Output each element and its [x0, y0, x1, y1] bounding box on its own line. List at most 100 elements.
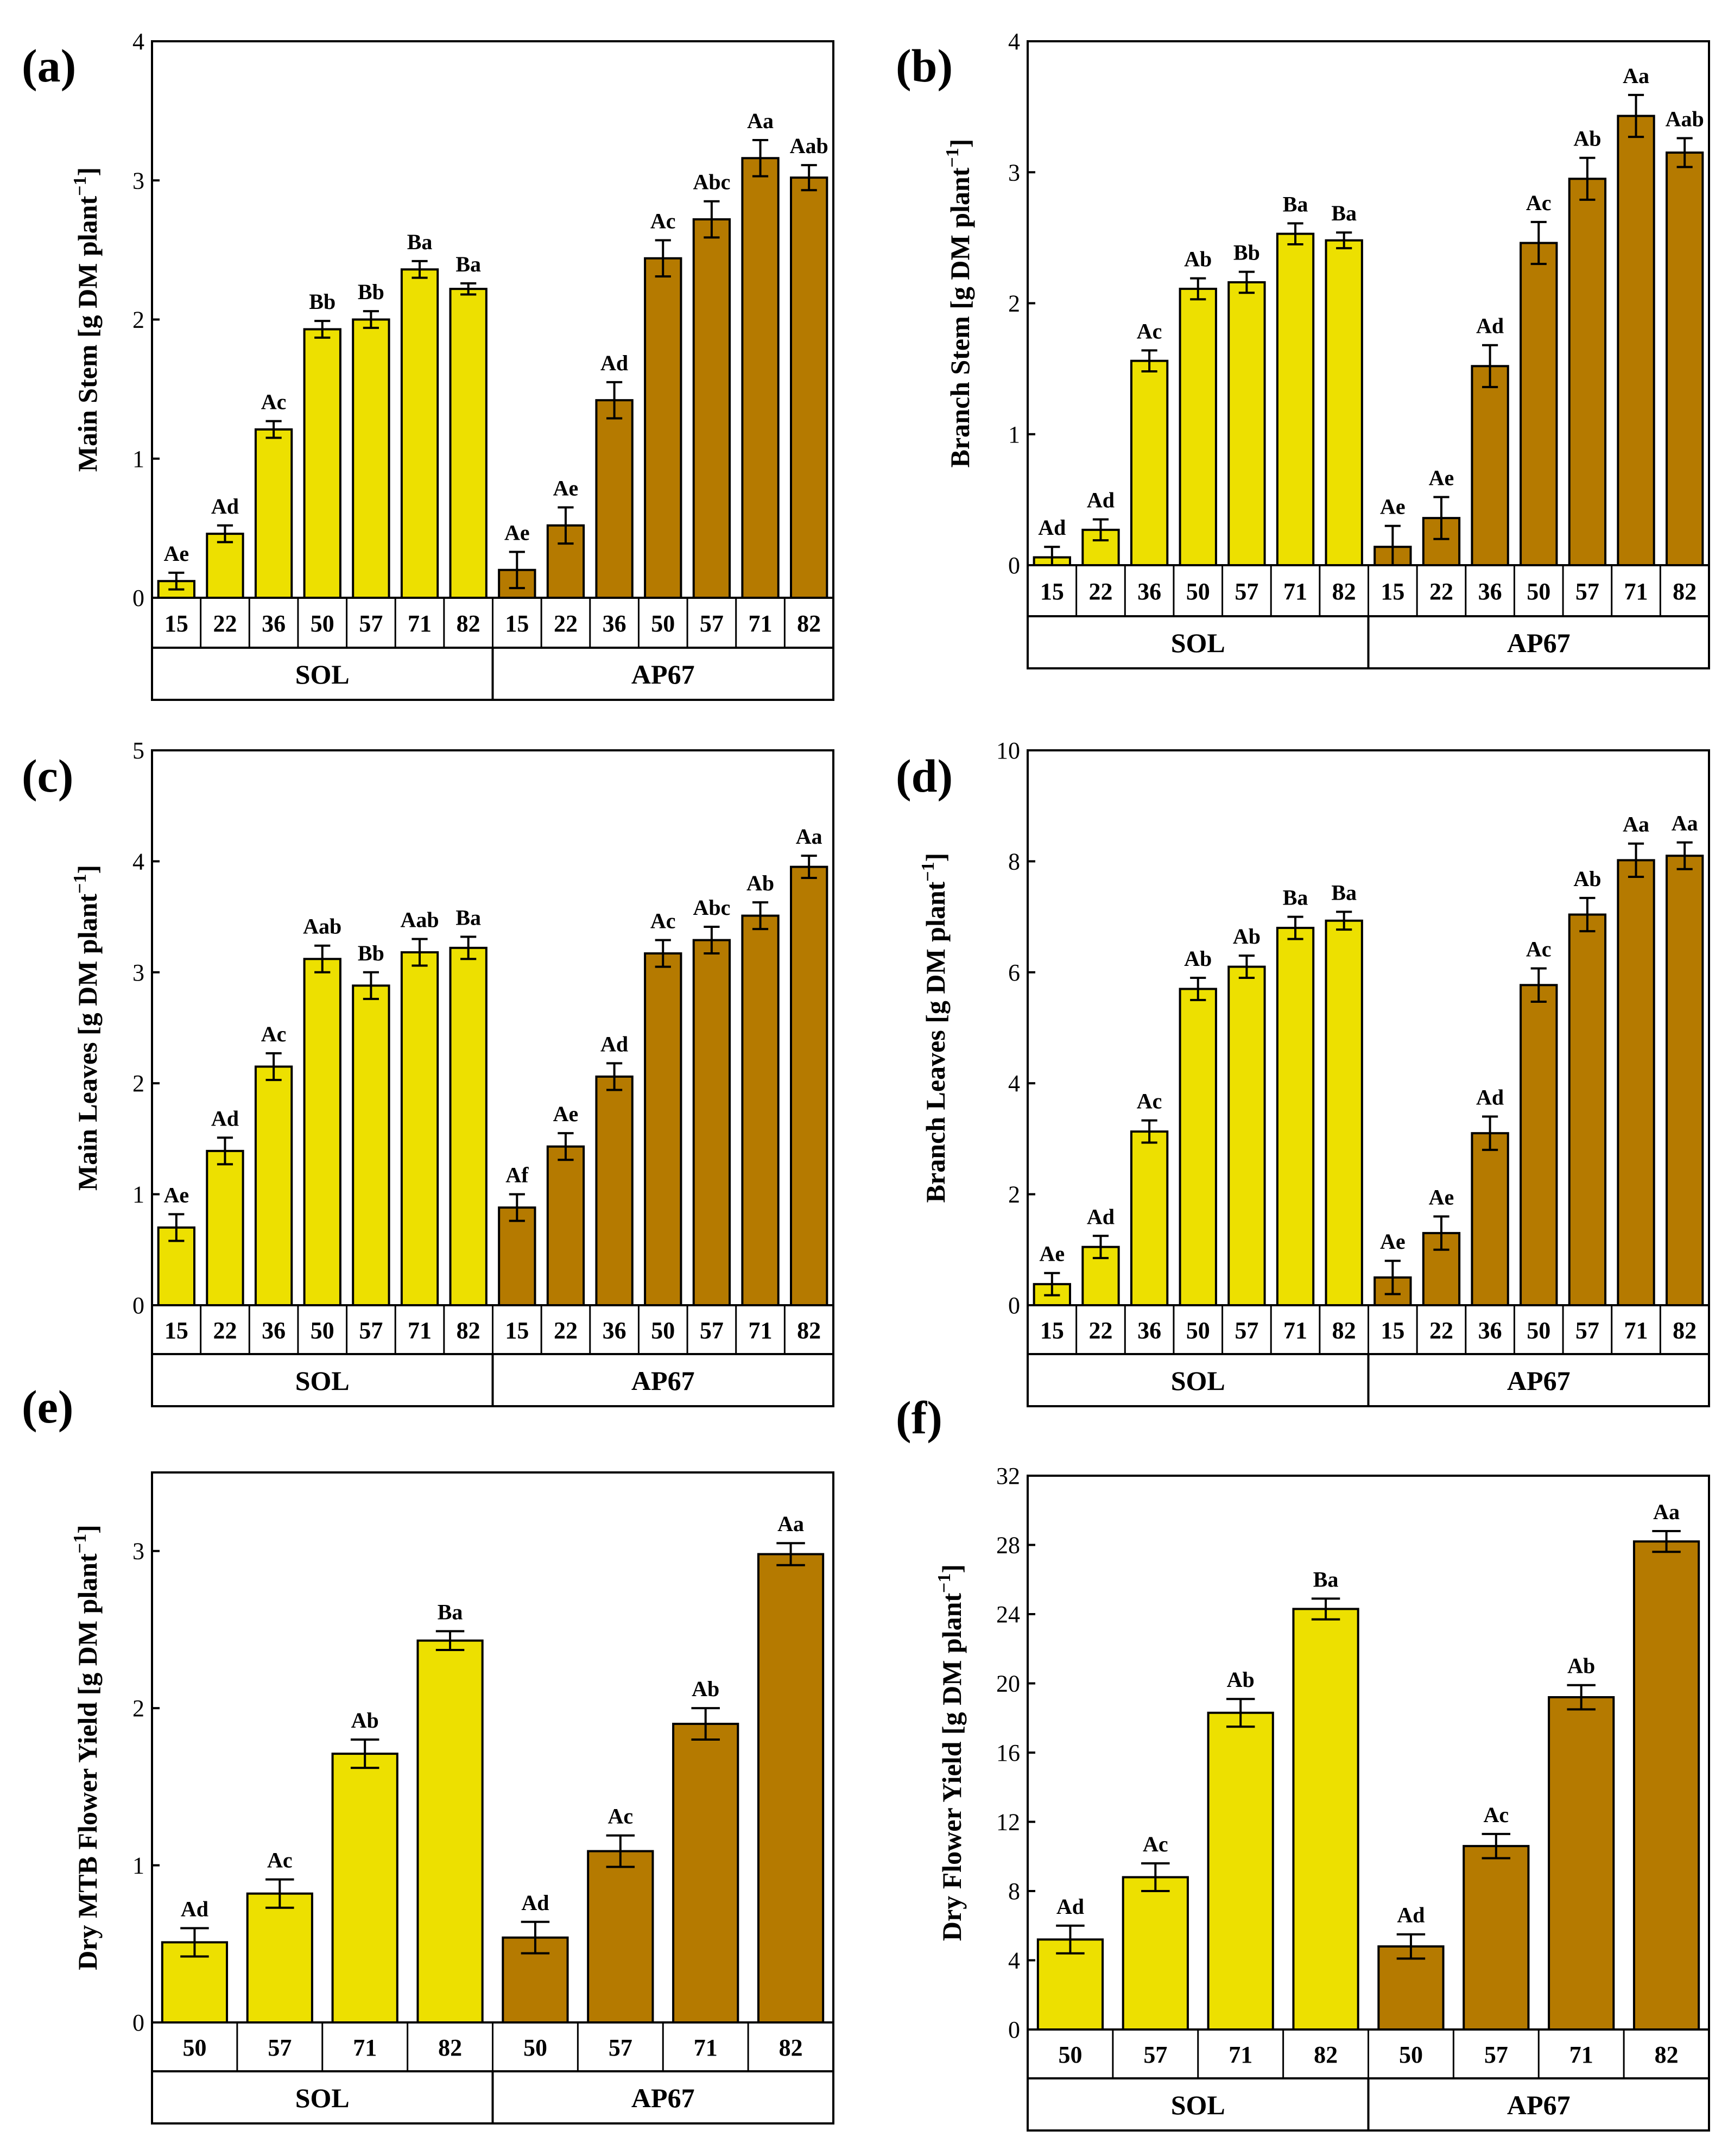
- category-label: 15: [505, 1317, 529, 1344]
- y-axis-title-superscript: −1: [918, 862, 938, 881]
- y-tick-label: 0: [1008, 1292, 1020, 1319]
- panel-letter: (c): [22, 750, 73, 802]
- significance-label: Ad: [1476, 1085, 1504, 1110]
- category-label: 50: [1399, 2041, 1423, 2068]
- significance-label: Ad: [1476, 314, 1504, 338]
- y-tick-label: 5: [132, 737, 144, 764]
- y-tick-label: 0: [132, 585, 144, 611]
- significance-label: Ba: [1283, 192, 1308, 216]
- bar: [546, 524, 585, 599]
- significance-label: Ae: [504, 520, 530, 545]
- category-label: 50: [651, 1317, 675, 1344]
- category-label: 82: [457, 1317, 480, 1344]
- category-label: 50: [311, 610, 334, 637]
- y-axis-title-bracket: ]: [920, 853, 951, 862]
- bar: [692, 939, 731, 1307]
- y-tick-label: 4: [132, 848, 144, 875]
- category-label: 15: [1381, 578, 1404, 605]
- category-label: 57: [700, 1317, 724, 1344]
- category-label: 57: [700, 610, 724, 637]
- significance-label: Ac: [261, 1022, 287, 1046]
- category-label: 22: [1429, 1317, 1453, 1344]
- significance-label: Ad: [1038, 515, 1066, 540]
- bar: [1325, 919, 1363, 1306]
- significance-label: Ab: [1227, 1667, 1255, 1692]
- bar: [1292, 1608, 1359, 2031]
- y-axis-title-bracket: ]: [72, 865, 103, 874]
- y-tick-label: 0: [132, 1292, 144, 1319]
- y-tick-label: 6: [1008, 959, 1020, 986]
- significance-label: Ae: [1429, 1185, 1454, 1209]
- significance-label: Ad: [181, 1896, 208, 1921]
- group-label-sol: SOL: [295, 2083, 350, 2113]
- category-label: 36: [1137, 1317, 1161, 1344]
- category-label: 36: [603, 1317, 626, 1344]
- bar: [1130, 1130, 1169, 1306]
- significance-label: Aa: [1672, 811, 1698, 836]
- category-label: 57: [1575, 1317, 1599, 1344]
- significance-label: Ae: [1380, 495, 1406, 519]
- y-axis-title-superscript: −1: [934, 1573, 954, 1593]
- bar: [644, 952, 682, 1306]
- y-tick-label: 1: [132, 1181, 144, 1208]
- bar: [400, 951, 439, 1307]
- category-label: 82: [797, 1317, 821, 1344]
- y-tick-label: 0: [132, 2009, 144, 2036]
- bar: [1276, 927, 1315, 1307]
- category-label: 71: [408, 1317, 432, 1344]
- y-tick-label: 32: [996, 1463, 1020, 1489]
- y-tick-label: 2: [1008, 290, 1020, 317]
- y-tick-label: 0: [1008, 552, 1020, 579]
- category-label: 36: [1137, 578, 1161, 605]
- bar: [1227, 281, 1266, 566]
- y-tick-label: 3: [132, 1538, 144, 1565]
- category-label: 22: [213, 610, 237, 637]
- y-tick-label: 20: [996, 1671, 1020, 1697]
- category-label: 71: [694, 2034, 718, 2061]
- category-label: 82: [457, 610, 480, 637]
- bar: [741, 914, 780, 1306]
- y-tick-label: 2: [1008, 1181, 1020, 1208]
- category-label: 57: [359, 610, 383, 637]
- significance-label: Ae: [553, 1102, 579, 1126]
- panel-e: (e) 0 1 2 3 Dry MTB Flower Yield [g DM plant−…: [22, 1381, 834, 2125]
- category-label: 57: [1235, 1317, 1258, 1344]
- group-label-ap67: AP67: [631, 659, 695, 690]
- significance-label: Ab: [746, 871, 774, 895]
- significance-label: Ad: [211, 1106, 239, 1130]
- significance-label: Aab: [1666, 107, 1704, 131]
- significance-label: Bb: [358, 280, 384, 304]
- bar: [498, 1206, 536, 1306]
- category-label: 22: [1429, 578, 1453, 605]
- bar: [331, 1753, 398, 2024]
- y-tick-label: 2: [132, 1695, 144, 1722]
- bar: [352, 984, 390, 1306]
- category-label: 50: [651, 610, 675, 637]
- y-tick-label: 3: [1008, 159, 1020, 186]
- significance-label: Ab: [1573, 127, 1601, 151]
- category-label: 36: [1478, 1317, 1502, 1344]
- y-axis-title-bracket: ]: [72, 1525, 103, 1534]
- y-axis-title: Main Stem [g DM plant−1]: [70, 167, 103, 472]
- significance-label: Aa: [1653, 1500, 1680, 1524]
- significance-label: Ba: [407, 230, 433, 254]
- group-label-ap67: AP67: [631, 1365, 695, 1396]
- significance-label: Ad: [521, 1891, 549, 1915]
- y-tick-label: 24: [996, 1601, 1020, 1628]
- significance-label: Aa: [747, 109, 774, 133]
- panel-letter: (f): [896, 1392, 942, 1444]
- bar: [352, 318, 390, 599]
- category-label: 50: [311, 1317, 334, 1344]
- bar: [1471, 365, 1509, 566]
- y-tick-label: 3: [132, 167, 144, 194]
- group-label-sol: SOL: [1171, 2090, 1225, 2120]
- significance-label: Ab: [1184, 247, 1212, 271]
- bar: [449, 946, 488, 1307]
- y-axis-title: Dry Flower Yield [g DM plant−1]: [934, 1564, 967, 1941]
- category-label: 71: [1229, 2041, 1252, 2068]
- significance-label: Ad: [1087, 1204, 1115, 1229]
- significance-label: Ba: [455, 252, 481, 276]
- category-label: 57: [359, 1317, 383, 1344]
- bar: [1036, 1938, 1104, 2031]
- bar: [1179, 287, 1217, 567]
